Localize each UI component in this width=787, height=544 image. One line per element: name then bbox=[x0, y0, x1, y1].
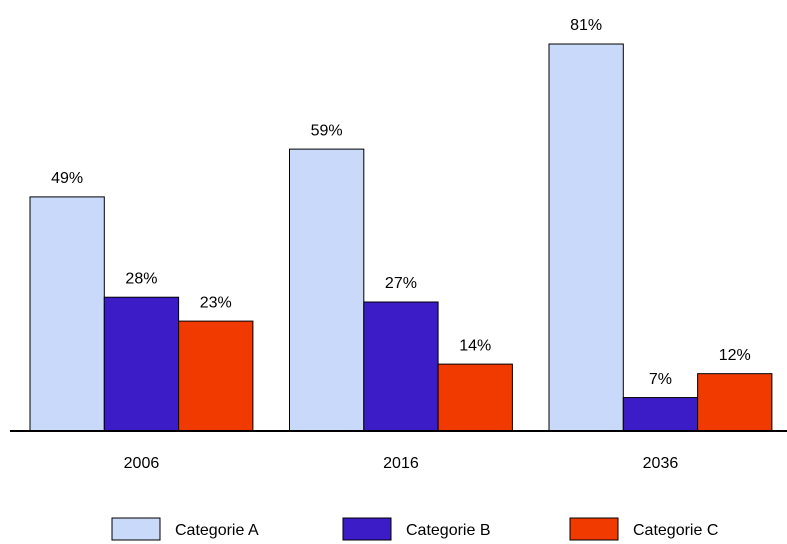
bar bbox=[29, 196, 105, 432]
value-label: 49% bbox=[51, 170, 83, 187]
bar bbox=[548, 43, 624, 432]
legend-label: Categorie A bbox=[175, 522, 259, 539]
legend-swatch bbox=[111, 517, 161, 541]
bar bbox=[363, 301, 439, 432]
bar bbox=[178, 320, 254, 432]
x-tick-label: 2006 bbox=[124, 455, 160, 472]
legend-label: Categorie B bbox=[406, 522, 491, 539]
value-label: 14% bbox=[459, 337, 491, 354]
bar bbox=[103, 296, 180, 432]
bar bbox=[622, 397, 699, 432]
value-label: 81% bbox=[570, 17, 602, 34]
legend-label: Categorie C bbox=[633, 522, 718, 539]
bar bbox=[289, 148, 365, 432]
legend-swatch bbox=[569, 517, 619, 541]
bar bbox=[697, 373, 773, 432]
value-label: 12% bbox=[719, 347, 751, 364]
value-label: 27% bbox=[385, 275, 417, 292]
value-label: 59% bbox=[311, 122, 343, 139]
x-tick-label: 2036 bbox=[643, 455, 679, 472]
value-label: 23% bbox=[200, 294, 232, 311]
value-label: 28% bbox=[125, 270, 157, 287]
value-label: 7% bbox=[649, 371, 672, 388]
x-tick-label: 2016 bbox=[383, 455, 419, 472]
legend-swatch bbox=[342, 517, 392, 541]
bar bbox=[437, 363, 513, 432]
